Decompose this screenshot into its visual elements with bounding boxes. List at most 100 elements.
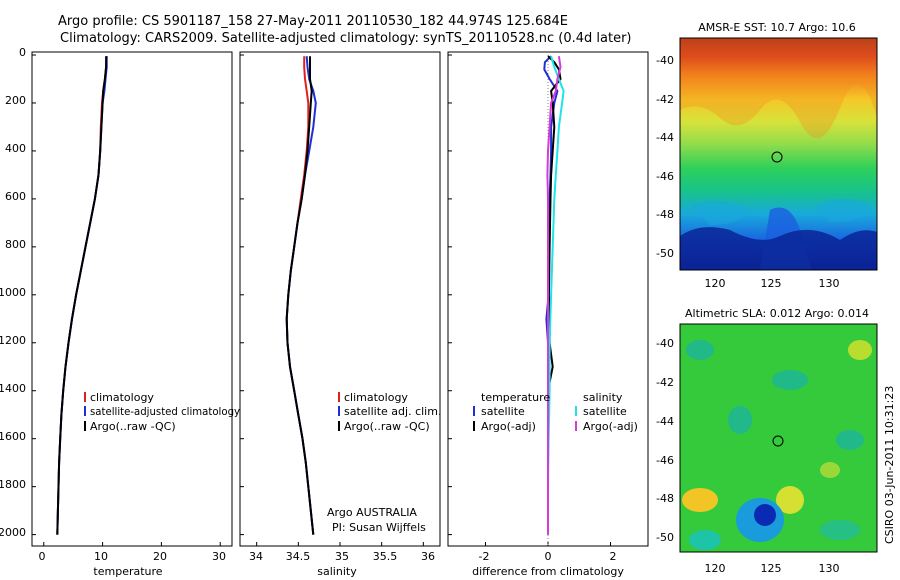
csiro-timestamp: CSIRO 03-Jun-2011 10:31:23 xyxy=(883,386,896,544)
sla-lon-tick: 120 xyxy=(705,562,726,575)
depth-tick-label: 1600 xyxy=(0,430,26,443)
profile-lines xyxy=(32,52,611,546)
diff-x-tick: -2 xyxy=(479,550,490,563)
sla-lon-tick: 125 xyxy=(761,562,782,575)
sst-cyan-patch xyxy=(815,198,870,223)
sst-cyan-patch xyxy=(690,201,750,225)
profile-series-satellite-adjusted-climatology xyxy=(56,56,108,535)
sla-anomaly xyxy=(848,340,872,360)
depth-tick-label: 600 xyxy=(5,190,26,203)
sst-lat-tick: -44 xyxy=(656,131,674,144)
sst-map-title: AMSR-E SST: 10.7 Argo: 10.6 xyxy=(698,21,856,34)
sla-anomaly xyxy=(689,530,721,550)
sla-anomaly xyxy=(754,504,776,526)
legend-label-satellite: satellite adj. clim. xyxy=(344,405,441,418)
temperature-legend: climatology satellite-adjusted climatolo… xyxy=(84,391,240,433)
legend-label-climatology: climatology xyxy=(90,391,154,404)
diff-x-tick: 2 xyxy=(610,550,617,563)
sla-anomaly xyxy=(820,520,860,540)
legend-label-argo: Argo(..raw -QC) xyxy=(90,420,176,433)
depth-tick-label: 1200 xyxy=(0,334,26,347)
figure-title-line2: Climatology: CARS2009. Satellite-adjuste… xyxy=(60,31,632,46)
sst-lat-tick: -48 xyxy=(656,208,674,221)
legend-label-temp-satellite: satellite xyxy=(481,405,525,418)
depth-axis: 0 200 400 600 800 1000 1200 1400 1600 18… xyxy=(0,46,26,539)
difference-axis-label: difference from climatology xyxy=(472,565,624,578)
sal-x-tick: 35.5 xyxy=(373,550,398,563)
sla-map-frame xyxy=(679,323,878,553)
sal-x-tick: 34.5 xyxy=(286,550,311,563)
profile-series-argo-raw-qc- xyxy=(56,56,108,535)
sla-lon-tick: 130 xyxy=(819,562,840,575)
legend-label-sal-satellite: satellite xyxy=(583,405,627,418)
temp-x-tick: 10 xyxy=(94,550,108,563)
temperature-panel xyxy=(31,51,233,547)
sla-anomaly xyxy=(836,430,864,450)
profile-series-salinity-satellite xyxy=(547,55,565,535)
legend-label-argo: Argo(..raw -QC) xyxy=(344,420,430,433)
figure-title-line1: Argo profile: CS 5901187_158 27-May-2011… xyxy=(58,14,568,29)
legend-label-climatology: climatology xyxy=(344,391,408,404)
diff-x-tick: 0 xyxy=(545,550,552,563)
salinity-panel xyxy=(239,51,441,547)
temp-x-tick: 30 xyxy=(212,550,226,563)
salinity-axis-label: salinity xyxy=(317,565,357,578)
legend-label-temp-argo: Argo(-adj) xyxy=(481,420,536,433)
sla-map-title: Altimetric SLA: 0.012 Argo: 0.014 xyxy=(685,307,869,320)
sla-lat-tick: -44 xyxy=(656,415,674,428)
profile-series-climatology xyxy=(56,56,108,535)
sst-map-frame xyxy=(679,37,878,271)
credit-pi-name: PI: Susan Wijffels xyxy=(332,521,426,534)
sla-lat-axis: -40 -42 -44 -46 -48 -50 xyxy=(656,337,674,544)
profile-series-satellite-adj-clim- xyxy=(285,56,317,535)
depth-tick-label: 1000 xyxy=(0,286,26,299)
depth-tick-label: 800 xyxy=(5,238,26,251)
sst-lon-axis: 120 125 130 xyxy=(705,277,840,290)
sla-lat-tick: -48 xyxy=(656,492,674,505)
credit-argo-australia: Argo AUSTRALIA xyxy=(327,506,417,519)
sla-anomaly xyxy=(728,406,752,434)
legend-heading-salinity: salinity xyxy=(583,391,623,404)
sst-lon-tick: 120 xyxy=(705,277,726,290)
sst-lat-tick: -50 xyxy=(656,247,674,260)
legend-label-sal-argo: Argo(-adj) xyxy=(583,420,638,433)
sla-lat-tick: -46 xyxy=(656,454,674,467)
sst-lon-tick: 125 xyxy=(761,277,782,290)
sst-lon-tick: 130 xyxy=(819,277,840,290)
sla-lat-tick: -40 xyxy=(656,337,674,350)
depth-tick-label: 1800 xyxy=(0,478,26,491)
profile-series-argo-raw-qc- xyxy=(285,56,315,535)
temperature-axis-label: temperature xyxy=(93,565,162,578)
sst-lat-tick: -42 xyxy=(656,93,674,106)
sla-anomaly xyxy=(686,340,714,360)
temp-x-tick: 20 xyxy=(153,550,167,563)
sal-x-tick: 36 xyxy=(421,550,435,563)
sla-anomaly xyxy=(820,462,840,478)
legend-label-satellite: satellite-adjusted climatology xyxy=(90,405,240,418)
sst-argo-location-marker xyxy=(771,151,783,163)
sla-anomaly xyxy=(772,370,808,390)
sla-lon-axis: 120 125 130 xyxy=(705,562,840,575)
sla-anomaly xyxy=(682,488,718,512)
depth-tick-label: 1400 xyxy=(0,382,26,395)
profile-series-salinity-argo-adj- xyxy=(546,56,562,535)
sla-argo-location-marker xyxy=(772,435,784,447)
sal-x-tick: 34 xyxy=(249,550,263,563)
legend-heading-temperature: temperature xyxy=(481,391,550,404)
depth-tick-label: 0 xyxy=(19,46,26,59)
depth-tick-label: 400 xyxy=(5,142,26,155)
sla-anomaly xyxy=(776,486,804,514)
sst-lat-tick: -40 xyxy=(656,54,674,67)
sst-warm-intrusion xyxy=(680,38,877,139)
temp-x-tick: 0 xyxy=(39,550,46,563)
sla-lat-tick: -50 xyxy=(656,531,674,544)
depth-tick-label: 2000 xyxy=(0,526,26,539)
salinity-legend: climatology satellite adj. clim. Argo(..… xyxy=(338,391,441,433)
sst-lat-axis: -40 -42 -44 -46 -48 -50 xyxy=(656,54,674,260)
difference-legend: temperature satellite Argo(-adj) salinit… xyxy=(473,391,638,433)
sst-cold-band xyxy=(680,227,877,270)
sla-map xyxy=(680,324,877,552)
sla-lat-tick: -42 xyxy=(656,376,674,389)
sal-x-tick: 35 xyxy=(335,550,349,563)
